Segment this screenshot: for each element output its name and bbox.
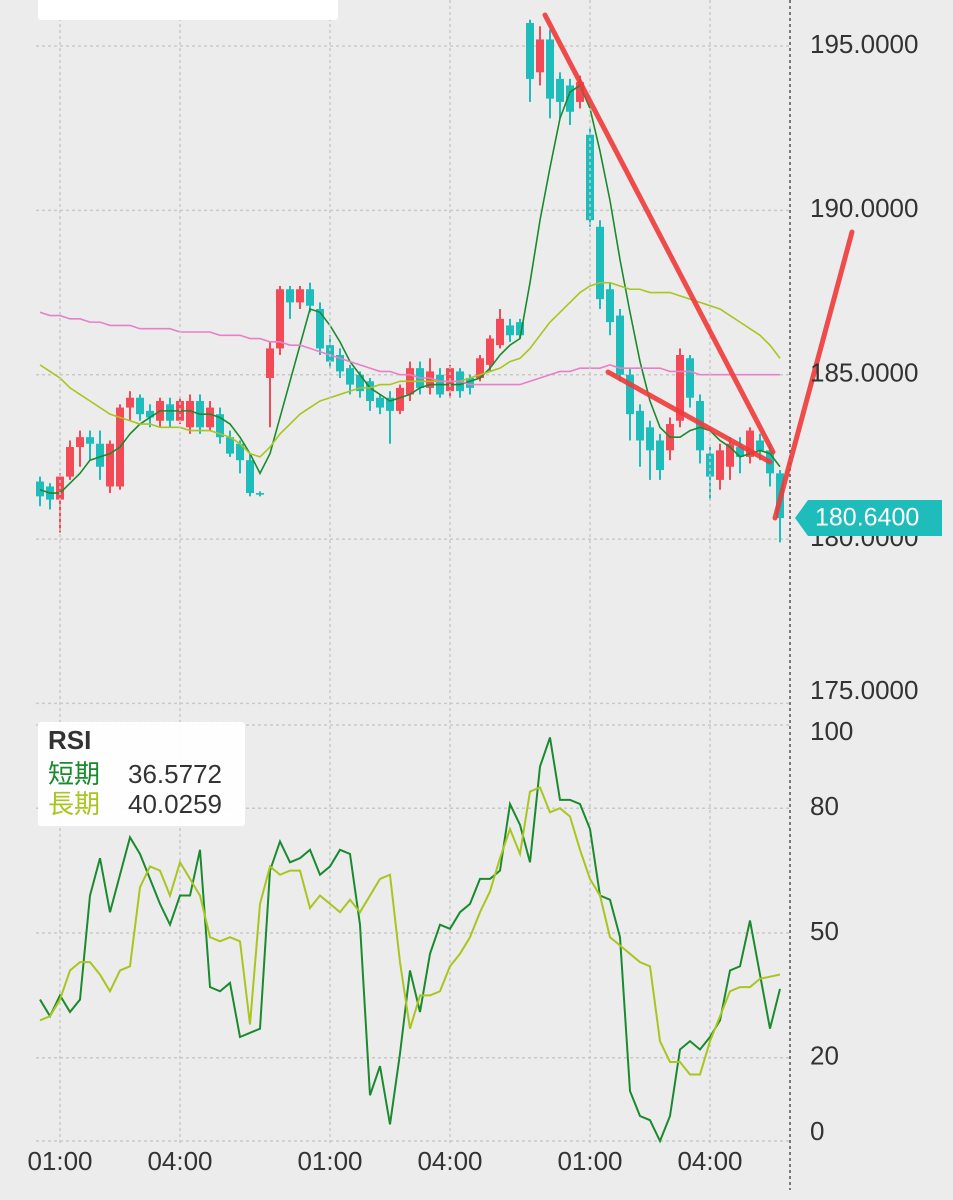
- candle-body: [66, 447, 74, 477]
- candle-body: [736, 447, 744, 457]
- candle-body: [716, 450, 724, 480]
- y-tick-label: 20: [810, 1041, 839, 1071]
- candle-body: [256, 493, 264, 495]
- candle-body: [576, 82, 584, 102]
- y-tick-label: 50: [810, 916, 839, 946]
- candle-body: [356, 374, 364, 392]
- last-price-box: [795, 500, 942, 537]
- candle-body: [676, 355, 684, 421]
- candle-body: [426, 371, 434, 388]
- candle-body: [526, 23, 534, 79]
- last-price-label: 180.6400: [815, 504, 919, 532]
- candle-body: [286, 289, 294, 303]
- candle-body: [186, 401, 194, 428]
- candle-body: [596, 226, 604, 300]
- candle-body: [146, 410, 154, 418]
- legend-label: 長期: [48, 789, 100, 819]
- y-tick-label: 175.0000: [810, 675, 918, 705]
- candle-body: [246, 460, 254, 494]
- candle-body: [236, 443, 244, 461]
- x-tick-label: 04:00: [677, 1146, 742, 1176]
- rsi-line: [39, 737, 781, 1144]
- legend-value: 40.0259: [128, 789, 222, 819]
- candle-body: [386, 397, 394, 411]
- candle-body: [226, 437, 234, 454]
- candle-body: [36, 481, 44, 497]
- candle-body: [396, 387, 404, 411]
- candle-body: [376, 397, 384, 408]
- y-tick-label: 195.0000: [810, 29, 918, 59]
- ma-line: [39, 84, 781, 494]
- x-tick-label: 04:00: [417, 1146, 482, 1176]
- candle-body: [586, 134, 594, 221]
- candle-body: [486, 338, 494, 365]
- candle-body: [476, 358, 484, 379]
- legend-label: 短期: [48, 759, 100, 789]
- candle-body: [206, 407, 214, 428]
- candle-body: [746, 430, 754, 457]
- annotation-stroke: [605, 369, 773, 465]
- rsi-title: RSI: [48, 725, 91, 755]
- candle-body: [326, 345, 334, 362]
- candle-body: [296, 289, 304, 303]
- x-tick-label: 01:00: [557, 1146, 622, 1176]
- ma-line: [39, 281, 781, 458]
- ma-legend-box: [38, 0, 338, 20]
- y-tick-label: 0: [810, 1116, 824, 1146]
- candle-body: [496, 318, 504, 346]
- legend-value: 36.5772: [128, 759, 222, 789]
- candle-body: [106, 443, 114, 487]
- candle-body: [96, 443, 104, 467]
- candle-body: [306, 289, 314, 306]
- candle-body: [346, 368, 354, 385]
- candle-body: [76, 437, 84, 448]
- candle-body: [136, 397, 144, 415]
- candle-body: [686, 358, 694, 398]
- y-tick-label: 80: [810, 791, 839, 821]
- candle-body: [276, 289, 284, 349]
- candle-body: [566, 85, 574, 112]
- rsi-legend-box: [38, 722, 245, 826]
- x-tick-label: 01:00: [27, 1146, 92, 1176]
- candle-body: [316, 308, 324, 349]
- candle-body: [506, 325, 514, 336]
- candle-body: [536, 39, 544, 73]
- candle-body: [126, 397, 134, 408]
- candle-body: [706, 453, 714, 477]
- candle-body: [466, 378, 474, 388]
- candle-body: [616, 315, 624, 375]
- candle-body: [646, 427, 654, 451]
- candle-body: [546, 39, 554, 99]
- rsi-line: [39, 786, 781, 1076]
- candle-body: [166, 404, 174, 421]
- annotation-stroke: [542, 12, 776, 455]
- candle-body: [216, 414, 224, 438]
- candle-body: [606, 289, 614, 323]
- x-tick-label: 01:00: [297, 1146, 362, 1176]
- annotation-strokes: [542, 12, 855, 521]
- ma-line: [39, 311, 780, 386]
- candle-body: [516, 322, 524, 336]
- candle-body: [636, 410, 644, 441]
- y-tick-label: 185.0000: [810, 358, 918, 388]
- x-tick-label: 04:00: [147, 1146, 212, 1176]
- candle-body: [656, 440, 664, 471]
- y-tick-label: 100: [810, 716, 853, 746]
- candle-body: [556, 78, 564, 102]
- candle-body: [756, 440, 764, 451]
- candle-body: [726, 443, 734, 467]
- y-tick-label: 190.0000: [810, 193, 918, 223]
- candle-body: [626, 374, 634, 415]
- candle-body: [366, 381, 374, 402]
- candle-body: [86, 437, 94, 444]
- annotation-stroke: [772, 229, 855, 521]
- candle-body: [336, 355, 344, 372]
- plot-layer: [36, 0, 790, 1145]
- candle-body: [266, 348, 274, 379]
